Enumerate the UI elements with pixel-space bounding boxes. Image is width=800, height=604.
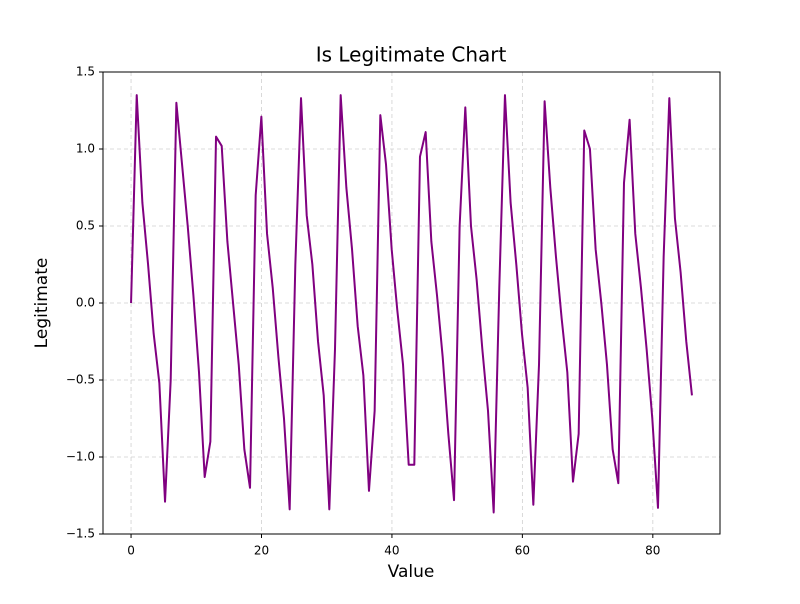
y-tick-label: −0.5 bbox=[66, 373, 95, 387]
x-tick-label: 40 bbox=[384, 544, 399, 558]
y-axis-label: Legitimate bbox=[32, 258, 52, 349]
y-tick-label: 0.0 bbox=[76, 296, 95, 310]
y-tick-label: 1.0 bbox=[76, 142, 95, 156]
plot-frame bbox=[102, 71, 721, 535]
x-tick-label: 80 bbox=[645, 544, 660, 558]
y-tick-label: 0.5 bbox=[76, 219, 95, 233]
line bbox=[130, 94, 693, 514]
y-tick-label: −1.0 bbox=[66, 450, 95, 464]
x-axis-label: Value bbox=[388, 562, 435, 582]
x-tick-label: 20 bbox=[254, 544, 269, 558]
x-tick-label: 0 bbox=[127, 544, 135, 558]
y-tick-label: 1.5 bbox=[76, 65, 95, 79]
y-tick-label: −1.5 bbox=[66, 527, 95, 541]
x-tick-label: 60 bbox=[515, 544, 530, 558]
chart-title: Is Legitimate Chart bbox=[316, 43, 507, 67]
